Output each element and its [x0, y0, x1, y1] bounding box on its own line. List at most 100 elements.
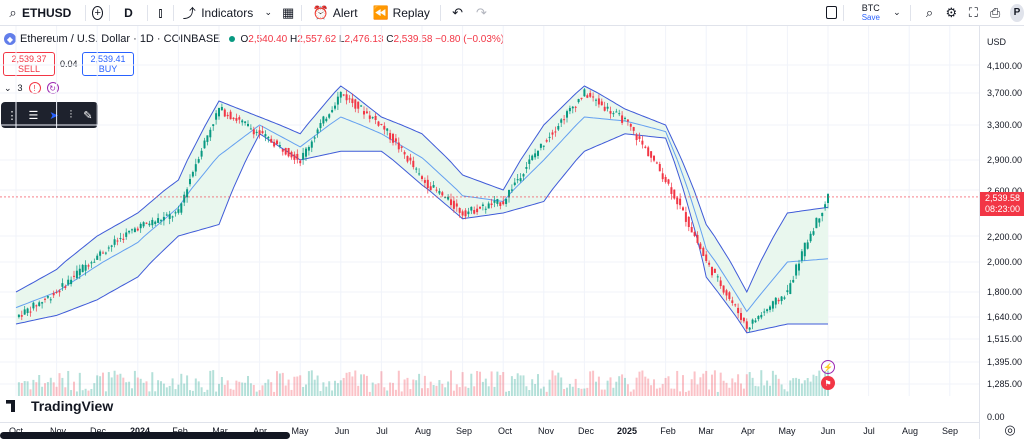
quick-search-icon[interactable]: ⌕: [925, 4, 934, 20]
user-avatar[interactable]: P: [1010, 3, 1024, 22]
candle-body: [609, 111, 612, 114]
candle-body: [35, 305, 38, 307]
candle-body: [75, 270, 78, 279]
fullscreen-layout-icon[interactable]: [826, 6, 837, 19]
indicators-button[interactable]: ⤴ Indicators ⌄: [180, 0, 277, 26]
candle-body: [322, 116, 325, 124]
redo-icon[interactable]: ↷: [476, 4, 487, 20]
currency-label[interactable]: USD: [987, 37, 1007, 47]
candle-body: [792, 279, 795, 283]
volume-bar: [261, 385, 264, 396]
candle-body: [421, 176, 423, 180]
candle-body: [241, 120, 244, 123]
go-to-realtime-icon[interactable]: ◎: [1004, 422, 1016, 437]
candle-body: [58, 290, 61, 293]
candle-body: [615, 111, 618, 113]
volume-bar: [537, 374, 539, 396]
open-label: O: [240, 33, 249, 45]
volume-bar: [455, 384, 458, 396]
candle-body: [464, 210, 467, 217]
cursor-tool-icon[interactable]: ➤: [49, 109, 59, 122]
fullscreen-icon[interactable]: ⛶: [968, 4, 978, 20]
candle-body: [542, 145, 545, 147]
horizontal-scrollbar[interactable]: [0, 432, 290, 439]
candle-body: [252, 129, 255, 135]
event-flag-icon[interactable]: ⚑: [821, 376, 835, 390]
candle-body: [177, 209, 180, 213]
volume-axis[interactable]: 0.00: [979, 396, 1024, 439]
volume-bar: [331, 390, 334, 396]
volume-bar: [412, 379, 415, 396]
candle-body: [583, 89, 586, 97]
volume-bar: [760, 370, 763, 396]
price-tick: 2,000.00: [987, 257, 1023, 267]
camera-icon[interactable]: ⎙: [989, 4, 1001, 20]
candle-body: [731, 300, 734, 304]
price-chart[interactable]: [0, 0, 979, 396]
candle-body: [505, 199, 508, 204]
divider: [439, 4, 441, 21]
volume-bar: [125, 382, 128, 396]
sell-button[interactable]: 2,539.37 SELL: [3, 52, 55, 76]
candle-body: [705, 254, 708, 261]
drag-handle-icon[interactable]: ⋮: [6, 109, 18, 122]
volume-bar: [780, 384, 783, 396]
volume-bar: [183, 383, 186, 396]
candle-body: [763, 311, 766, 313]
volume-bar: [368, 391, 371, 396]
price-tick: 4,100.00: [987, 61, 1023, 71]
candle-body: [122, 238, 125, 240]
candle-body: [278, 145, 281, 147]
volume-bar: [136, 377, 139, 396]
candle-body: [650, 151, 653, 158]
settings-gear-icon[interactable]: ⚙: [945, 4, 958, 20]
chevron-down-icon[interactable]: ⌄: [893, 7, 901, 17]
price-axis[interactable]: USD 4,100.00 3,700.00 3,300.00 2,900.00 …: [979, 26, 1024, 396]
candles-icon[interactable]: ⫾: [158, 4, 163, 20]
volume-bar: [374, 384, 377, 396]
volume-bar: [795, 377, 798, 396]
interval-button[interactable]: D: [124, 5, 133, 20]
volume-bar: [496, 371, 499, 396]
undo-icon[interactable]: ↶: [452, 4, 464, 20]
candle-body: [713, 268, 716, 273]
add-symbol-icon[interactable]: +: [92, 5, 104, 20]
candle-body: [684, 212, 687, 222]
buy-button[interactable]: 2,539.41 BUY: [82, 52, 134, 76]
candle-body: [267, 136, 270, 139]
volume-bar: [305, 384, 307, 396]
layout-grid-icon[interactable]: ▦: [282, 4, 295, 20]
volume-bar: [232, 389, 235, 396]
replay-button[interactable]: ⏪ Replay: [372, 0, 429, 26]
event-lightning-icon[interactable]: ⚡: [821, 360, 835, 374]
volume-bar: [293, 376, 296, 396]
pen-tool-icon[interactable]: ✎: [83, 109, 93, 122]
candle-body: [473, 209, 476, 214]
collapse-chevron-icon[interactable]: ⌄: [4, 82, 12, 93]
tradingview-logo[interactable]: TradingView: [6, 398, 113, 414]
layout-save-button[interactable]: BTC Save: [862, 3, 880, 23]
lines-tool-icon[interactable]: ☰: [28, 109, 39, 122]
time-tick: Dec: [89, 426, 107, 436]
volume-bar: [180, 373, 183, 396]
fib-tool-icon[interactable]: ⫶: [69, 108, 73, 121]
volume-bar: [473, 386, 476, 396]
volume-bar: [162, 383, 165, 396]
alert-button[interactable]: ⏰ Alert: [312, 0, 358, 26]
series-title[interactable]: Ethereum / U.S. Dollar · 1D · COINBASE: [20, 33, 221, 45]
rewind-icon: ⏪: [372, 4, 389, 20]
volume-bar: [641, 370, 644, 396]
time-tick: 2024: [129, 426, 151, 436]
volume-bar: [61, 377, 64, 396]
candle-body: [513, 182, 516, 185]
candle-body: [247, 123, 249, 126]
volume-bar: [102, 372, 104, 396]
candle-body: [771, 301, 774, 309]
layout-name: BTC: [861, 2, 880, 13]
symbol-search[interactable]: ⌕ ETHUSD: [0, 0, 71, 26]
indicator-count[interactable]: 3: [17, 83, 23, 93]
volume-bar: [32, 379, 35, 396]
candle-body: [334, 105, 336, 109]
candle-body: [142, 222, 145, 227]
candle-body: [484, 208, 487, 210]
